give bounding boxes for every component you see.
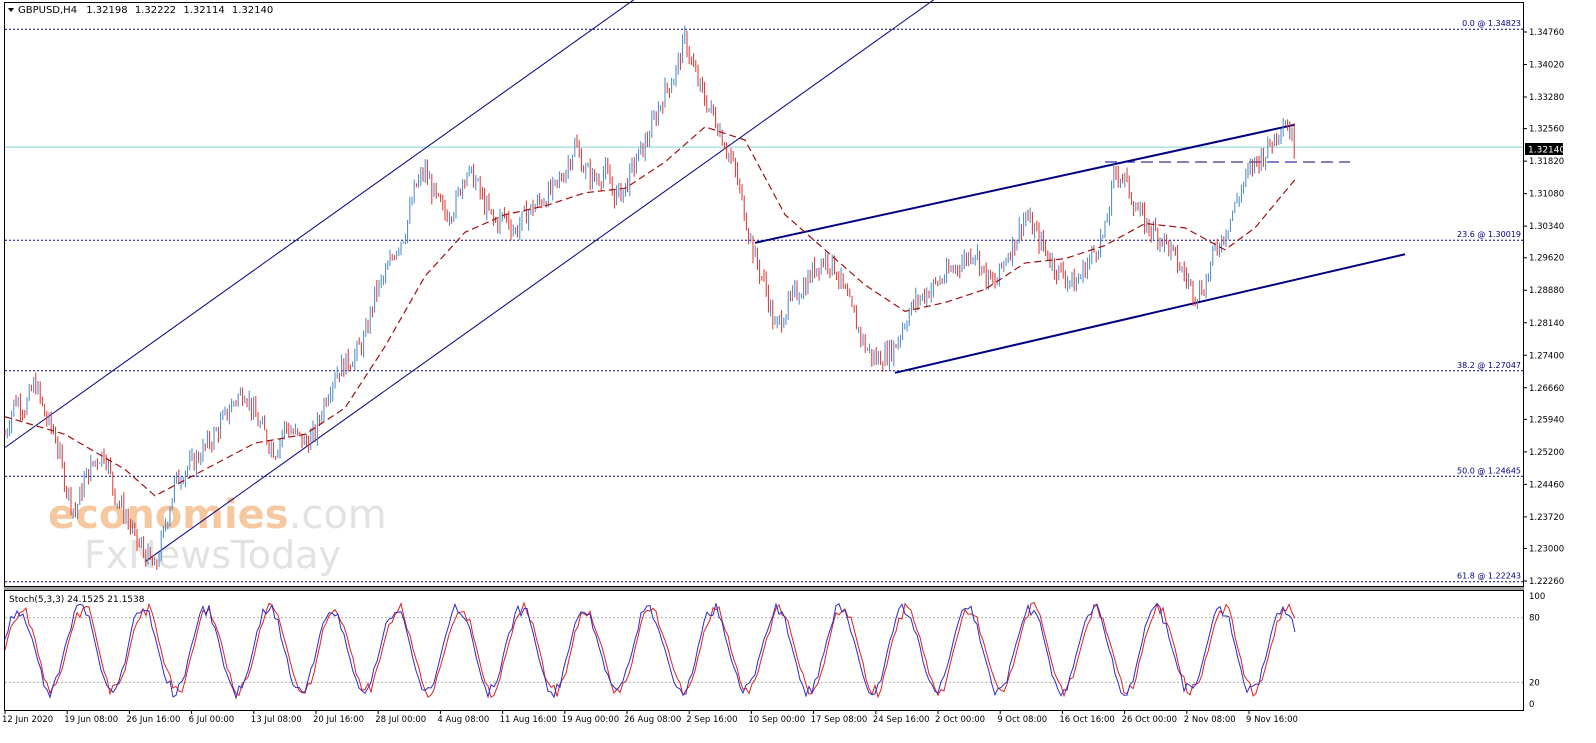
time-tick-label: 19 Jun 08:00 (64, 715, 118, 725)
price-tick-label: 1.23000 (1529, 544, 1564, 554)
fib-label-1: 23.6 @ 1.30019 (1457, 230, 1521, 239)
price-tick-label: 1.27400 (1529, 351, 1564, 361)
chart-header: GBPUSD,H4 1.32198 1.32222 1.32114 1.3214… (8, 5, 273, 16)
trendline-2 (754, 123, 1296, 244)
time-tick-label: 4 Aug 08:00 (437, 715, 489, 725)
time-tick-label: 26 Jun 16:00 (126, 715, 180, 725)
time-tick-label: 6 Jul 00:00 (189, 715, 235, 725)
stoch-signal-line (4, 601, 1296, 699)
price-tick-label: 1.28880 (1529, 286, 1564, 296)
price-tick-label: 1.34760 (1529, 28, 1564, 38)
time-tick-label: 2 Nov 08:00 (1184, 715, 1236, 725)
time-tick-label: 17 Sep 08:00 (811, 715, 868, 725)
price-tick-label: 1.22260 (1529, 577, 1564, 587)
time-tick-label: 13 Jul 08:00 (251, 715, 302, 725)
candles (4, 25, 1295, 570)
watermark-line2: FxNewsToday (84, 533, 341, 577)
price-tick-label: 1.23720 (1529, 513, 1564, 523)
time-tick-label: 20 Jul 16:00 (313, 715, 364, 725)
time-tick-label: 10 Sep 00:00 (748, 715, 805, 725)
time-tick-label: 24 Sep 16:00 (873, 715, 930, 725)
time-tick-label: 9 Oct 08:00 (997, 715, 1047, 725)
low-value: 1.32114 (183, 5, 224, 16)
svg-text:1.32140: 1.32140 (1528, 146, 1565, 156)
trendlines (4, 0, 1406, 563)
moving-average (4, 126, 1296, 497)
stoch-scale-label: 20 (1529, 678, 1540, 688)
stochastic-oscillator: 100 80 20 0 (4, 592, 1545, 710)
time-tick-label: 2 Oct 00:00 (935, 715, 985, 725)
current-price-tag: 1.32140 (1525, 143, 1565, 156)
watermark-line1: economies.com (48, 492, 387, 538)
trendline-0 (4, 0, 635, 448)
time-tick-label: 28 Jul 00:00 (375, 715, 426, 725)
menu-triangle-icon[interactable] (8, 8, 14, 12)
watermark: economies.com FxNewsToday (48, 492, 387, 577)
high-value: 1.32222 (135, 5, 176, 16)
time-tick-label: 11 Aug 16:00 (500, 715, 557, 725)
svg-text:GBPUSD,H4 1.32198: GBPUSD,H4 1.32198 1.32222 1.32114 1.3214… (18, 5, 273, 16)
price-tick-label: 1.31820 (1529, 157, 1564, 167)
stoch-main-line (4, 602, 1296, 700)
fib-label-0: 0.0 @ 1.34823 (1462, 19, 1521, 28)
price-tick-label: 1.29620 (1529, 254, 1564, 264)
trendline-1 (144, 0, 935, 563)
time-tick-label: 12 Jun 2020 (2, 715, 53, 725)
stoch-scale-label: 100 (1529, 592, 1545, 602)
stochastic-label: Stoch(5,3,3) 24.1525 21.1538 (9, 595, 145, 605)
price-tick-label: 1.25200 (1529, 448, 1564, 458)
fibonacci-levels: 0.0 @ 1.34823 23.6 @ 1.30019 38.2 @ 1.2704… (5, 19, 1523, 583)
trendline-3 (894, 253, 1406, 374)
time-tick-label: 26 Aug 08:00 (624, 715, 681, 725)
time-tick-label: 19 Aug 00:00 (562, 715, 619, 725)
main-panel-border (4, 2, 1524, 587)
price-tick-label: 1.24460 (1529, 480, 1564, 490)
price-tick-label: 1.30340 (1529, 222, 1564, 232)
close-value: 1.32140 (232, 5, 273, 16)
fib-label-4: 61.8 @ 1.22243 (1457, 572, 1521, 581)
symbol-label: GBPUSD,H4 (18, 5, 77, 16)
time-tick-label: 16 Oct 16:00 (1059, 715, 1114, 725)
price-tick-label: 1.33280 (1529, 93, 1564, 103)
price-tick-label: 1.31080 (1529, 190, 1564, 200)
time-axis: 12 Jun 2020 19 Jun 08:00 26 Jun 16:00 6 Jul… (2, 710, 1298, 725)
indicator-panel-border (4, 590, 1524, 711)
stoch-scale-label: 80 (1529, 614, 1540, 624)
price-tick-label: 1.28140 (1529, 319, 1564, 329)
moving-average-line (4, 126, 1296, 497)
time-tick-label: 2 Sep 16:00 (686, 715, 737, 725)
time-tick-label: 26 Oct 00:00 (1122, 715, 1177, 725)
price-tick-label: 1.32560 (1529, 125, 1564, 135)
fib-label-3: 50.0 @ 1.24645 (1457, 466, 1521, 475)
price-axis: 1.34760 1.34020 1.33280 1.32560 1.31820 1.310… (1523, 28, 1564, 587)
price-tick-label: 1.26660 (1529, 384, 1564, 394)
price-tick-label: 1.25940 (1529, 415, 1564, 425)
open-value: 1.32198 (86, 5, 127, 16)
stoch-scale-label: 0 (1529, 700, 1534, 710)
fib-label-2: 38.2 @ 1.27047 (1457, 361, 1521, 370)
time-tick-label: 9 Nov 16:00 (1246, 715, 1298, 725)
price-tick-label: 1.34020 (1529, 61, 1564, 71)
